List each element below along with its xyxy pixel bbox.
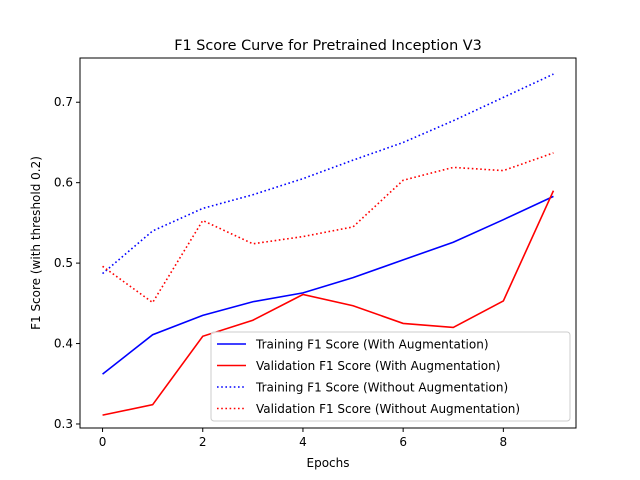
legend-box: [210, 331, 571, 422]
y-axis: 0.3 0.4 0.5 0.6 0.7: [54, 95, 80, 431]
series-line-2: [102, 73, 554, 275]
y-tick-label: 0.7: [54, 95, 73, 109]
legend-label-2: Training F1 Score (Without Augmentation): [255, 381, 508, 395]
y-tick-label: 0.6: [54, 176, 73, 190]
series-line-0: [102, 195, 554, 375]
legend: Training F1 Score (With Augmentation) Val…: [210, 331, 571, 422]
x-tick-label: 2: [199, 435, 207, 449]
x-tick-label: 6: [399, 435, 407, 449]
series-line-1: [102, 190, 555, 416]
plot-lines: [102, 73, 555, 416]
chart-title: F1 Score Curve for Pretrained Inception …: [174, 38, 482, 54]
y-axis-label: F1 Score (with threshold 0.2): [29, 156, 43, 330]
x-axis-label: Epochs: [307, 456, 350, 470]
plot-frame: [79, 57, 577, 429]
y-tick-label: 0.4: [54, 337, 73, 351]
x-tick-label: 8: [500, 435, 508, 449]
y-tick-label: 0.3: [54, 417, 73, 431]
legend-label-0: Training F1 Score (With Augmentation): [255, 338, 489, 352]
x-tick-label: 4: [299, 435, 307, 449]
x-axis: 0 2 4 6 8: [99, 428, 507, 449]
legend-label-3: Validation F1 Score (Without Augmentatio…: [256, 402, 520, 416]
y-tick-label: 0.5: [54, 256, 73, 270]
series-line-3: [102, 152, 554, 304]
x-tick-label: 0: [99, 435, 107, 449]
legend-label-1: Validation F1 Score (With Augmentation): [256, 359, 500, 373]
